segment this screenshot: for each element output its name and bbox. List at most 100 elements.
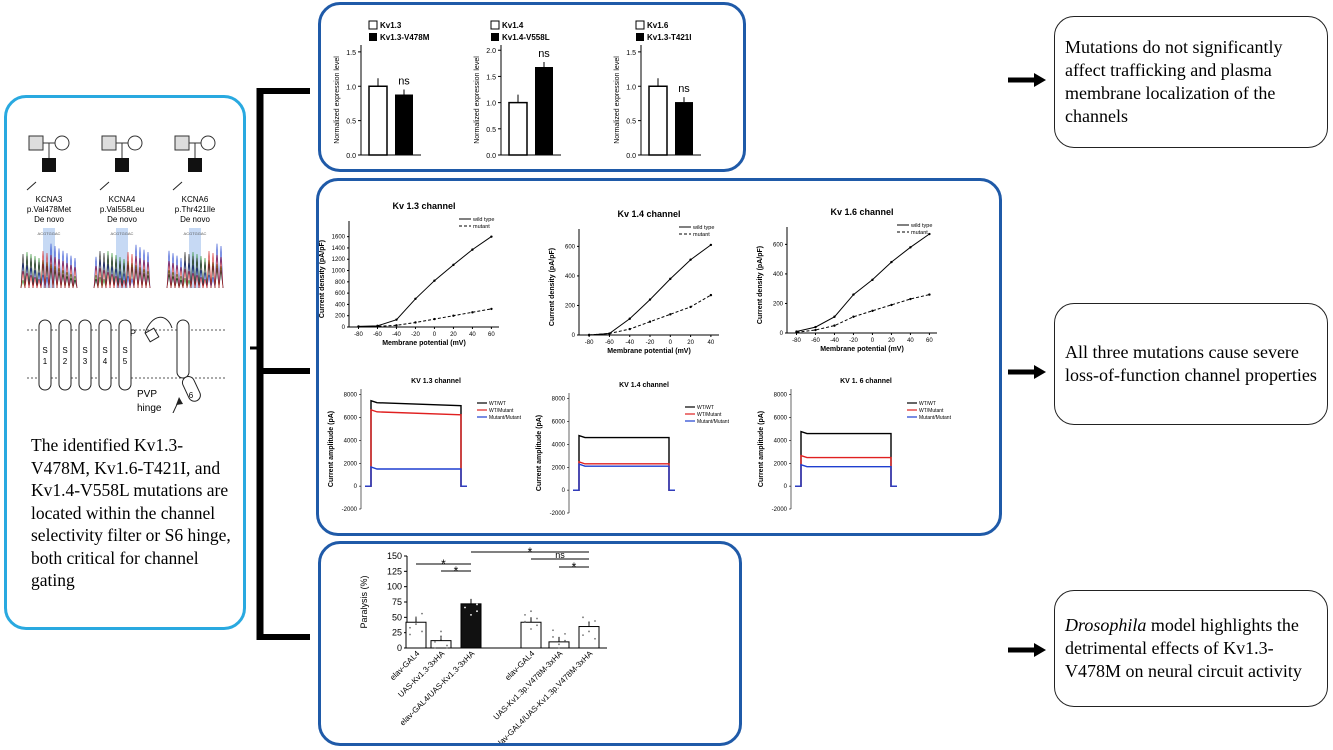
proband-symbol (42, 158, 56, 172)
y-tick-label: 1000 (332, 269, 346, 275)
arrow-3 (1008, 643, 1046, 657)
x-tick-label: -40 (625, 340, 634, 346)
data-point (588, 630, 590, 633)
y-tick-label: 2000 (344, 461, 358, 467)
legend-swatch-mutant (491, 33, 499, 41)
data-point (588, 623, 590, 626)
significance-label: * (454, 564, 459, 578)
x-tick-label: -80 (792, 338, 801, 344)
wild-type-point (669, 277, 672, 281)
y-tick-label: -2000 (342, 507, 358, 513)
y-tick-label: 1200 (332, 257, 346, 263)
conclusion-2-text: All three mutations cause severe loss-of… (1065, 342, 1317, 385)
x-tick-label: -60 (373, 332, 382, 338)
mutant-point (909, 297, 912, 301)
data-point (409, 626, 411, 629)
conclusion-3-text: Drosophila model highlights the detrimen… (1065, 614, 1317, 683)
gene-name: KCNA6 (182, 195, 209, 204)
legend-label-wt: wild type (692, 225, 714, 231)
x-tick-label: -20 (849, 338, 858, 344)
y-tick-label: 0.0 (346, 153, 356, 160)
variant-name: p.Thr421Ile (175, 205, 216, 214)
bar-wild-type (508, 101, 528, 156)
data-point (421, 630, 423, 633)
mutant-point (433, 317, 436, 321)
trace-title: KV 1. 6 channel (840, 378, 892, 385)
y-tick-label: 0.0 (486, 153, 496, 160)
significance-label: ns (538, 48, 550, 60)
bar-mutant (395, 94, 413, 155)
bar-wild-type (368, 85, 388, 156)
y-axis-title: Normalized expression level (614, 56, 621, 144)
arrow-1 (1008, 73, 1046, 87)
expression-bar-charts: 0.0 0.5 1.0 1.5 Normalized expression level n… (334, 20, 701, 160)
y-axis-title: Current density (pA/pF) (549, 248, 556, 326)
data-point (476, 603, 478, 606)
mutant-line (589, 294, 712, 336)
x-tick-label: -60 (605, 340, 614, 346)
y-tick-label: 4000 (552, 442, 566, 448)
sequence-bases: ACGTGGAC (38, 231, 61, 236)
x-tick-label: 0 (871, 338, 875, 344)
y-tick-label: 2.0 (486, 48, 496, 55)
segment-helix (118, 319, 132, 391)
bar-mutant (675, 102, 693, 155)
x-tick-label: -20 (646, 340, 655, 346)
legend-swatch-wt (635, 20, 645, 30)
variant-name: p.Val478Met (27, 205, 72, 214)
y-tick-label: 25 (392, 628, 402, 638)
conclusion-1-text: Mutations do not significantly affect tr… (1065, 37, 1283, 126)
conclusion-loss-of-function: All three mutations cause severe loss-of… (1054, 303, 1328, 425)
x-tick-label: -20 (411, 332, 420, 338)
legend-label: WT/WT (489, 401, 506, 407)
data-point (530, 610, 532, 613)
mutant-point (814, 328, 817, 332)
data-point (552, 629, 554, 632)
wild-type-point (433, 279, 436, 282)
mutant-point (890, 303, 893, 307)
trace-title: KV 1.3 channel (411, 378, 461, 385)
drosophila-italic: Drosophila (1065, 615, 1147, 635)
y-tick-label: 1600 (332, 235, 346, 241)
legend-label: WT/Mutant (697, 412, 722, 418)
segment-helix (78, 319, 92, 391)
wild-type-point (452, 263, 455, 267)
arrow-2 (1008, 365, 1046, 379)
wild-type-point (871, 278, 874, 282)
current-trace (795, 430, 897, 487)
paralysis-panel: 0 25 50 75 100 125 150 Paralysis (%) elav-GAL4 UA… (318, 541, 742, 746)
y-axis-title: Current amplitude (pA) (536, 415, 543, 491)
legend-label-mutant: mutant (911, 230, 928, 236)
mutant-point (833, 324, 836, 327)
data-point (440, 637, 442, 640)
legend-label-wt: Kv1.4 (502, 21, 524, 30)
pore-label: P (130, 328, 136, 338)
mutant-point (852, 315, 855, 318)
mutant-point (376, 325, 379, 328)
chromatogram-trace (93, 251, 151, 289)
legend-label: WT/Mutant (919, 408, 944, 414)
legend-swatch-mutant (369, 33, 377, 41)
y-tick-label: 6000 (774, 416, 788, 422)
significance-label: * (441, 557, 446, 571)
y-tick-label: 0 (354, 484, 358, 490)
legend-swatch-mutant (636, 33, 644, 41)
data-point (446, 644, 448, 647)
chromatogram-trace (166, 250, 224, 289)
y-tick-label: -2000 (772, 507, 788, 513)
mutant-point (648, 320, 652, 323)
variant-name: p.Val558Leu (100, 205, 144, 214)
legend-label: WT/WT (697, 405, 714, 411)
legend-label: Mutant/Mutant (697, 419, 730, 425)
y-tick-label: 400 (565, 274, 576, 280)
wild-type-point (395, 318, 398, 321)
y-axis-title: Current amplitude (pA) (328, 411, 335, 487)
x-tick-label: 0 (433, 332, 437, 338)
segment-letter: S (102, 346, 107, 355)
proband-arrow (172, 181, 183, 191)
wild-type-point (833, 315, 836, 318)
segment-letter: S (62, 346, 67, 355)
data-point (440, 630, 442, 633)
y-tick-label: 125 (387, 566, 402, 576)
